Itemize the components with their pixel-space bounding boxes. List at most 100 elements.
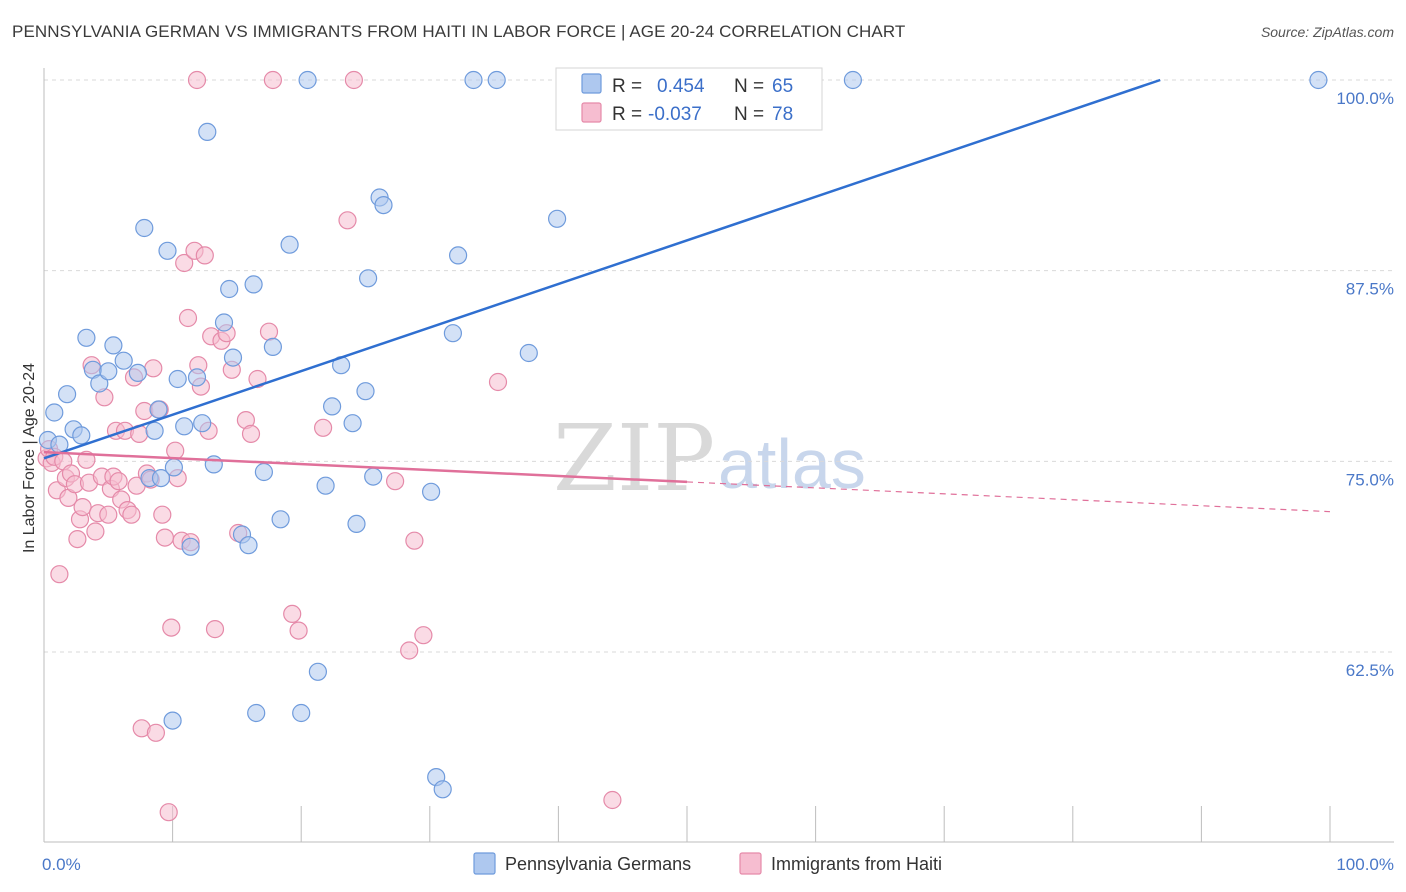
haiti-point-37 [144,359,163,378]
pennsylvania-point-35 [271,510,290,529]
series-haiti-points [37,70,622,822]
pennsylvania-point-62 [163,711,182,730]
series-pennsylvania-points [38,70,1328,799]
grid-lines [44,79,1394,653]
haiti-point-21 [99,505,118,524]
pennsylvania-point-11 [114,351,133,370]
pennsylvania-point-32 [244,275,263,294]
pennsylvania-point-6 [77,328,96,347]
source-credit: Source: ZipAtlas.com [1260,24,1394,40]
pennsylvania-point-18 [158,241,177,260]
series-legend-swatch-pink [739,852,762,875]
haiti-point-75 [603,790,622,810]
y-tick-label-2: 87.5% [1346,280,1394,299]
pennsylvania-point-28 [220,279,239,299]
pennsylvania-point-8 [90,374,109,393]
pennsylvania-point-15 [145,421,164,440]
y-tick-label-3: 100.0% [1336,89,1394,108]
haiti-point-62 [241,424,261,443]
pennsylvania-point-51 [433,780,452,799]
haiti-point-44 [166,441,185,460]
haiti-point-68 [338,211,357,230]
haiti-point-47 [175,253,194,273]
x-tick-label-max: 100.0% [1336,855,1394,874]
legend-n-label-blue: N = [734,76,764,97]
haiti-point-72 [405,531,424,550]
correlation-legend: R = 0.454 N = 65 R = -0.037 N = 78 [555,67,823,131]
pennsylvania-point-38 [298,70,317,90]
pennsylvania-point-46 [364,467,383,486]
y-tick-label-0: 62.5% [1346,661,1394,680]
y-tick-label-1: 75.0% [1346,470,1394,489]
pennsylvania-point-21 [175,417,194,436]
pennsylvania-point-39 [308,662,327,681]
pennsylvania-point-24 [193,414,212,433]
haiti-point-67 [314,418,333,437]
haiti-point-65 [283,604,302,624]
pennsylvania-point-17 [151,469,171,488]
haiti-point-25 [109,472,128,491]
pennsylvania-point-44 [347,514,366,534]
pennsylvania-point-20 [168,369,187,389]
haiti-point-29 [122,505,141,524]
pennsylvania-point-31 [239,536,258,555]
pennsylvania-point-22 [181,537,200,556]
pennsylvania-point-1 [45,403,64,422]
watermark-zip: ZIP [553,405,715,512]
pennsylvania-point-5 [72,426,91,445]
pennsylvania-point-37 [292,703,311,723]
pennsylvania-point-48 [374,196,393,215]
pennsylvania-point-13 [135,218,154,238]
pennsylvania-point-29 [223,348,243,367]
pennsylvania-point-61 [1309,70,1328,90]
pennsylvania-point-34 [263,337,282,356]
haiti-point-74 [488,372,508,392]
series-legend-label-pink: Immigrants from Haiti [771,854,942,874]
pennsylvania-point-52 [443,324,462,343]
haiti-point-77 [263,70,282,90]
trend-lines [43,78,1331,513]
haiti-point-41 [155,528,174,547]
pennsylvania-point-3 [57,385,77,404]
trend-line-haiti-dashed [686,481,1331,513]
pennsylvania-point-27 [214,313,234,332]
pennsylvania-point-54 [464,70,483,90]
pennsylvania-point-64 [356,382,375,401]
pennsylvania-point-9 [99,362,118,381]
haiti-point-73 [414,626,433,645]
trend-line-haiti-solid [43,450,688,484]
haiti-point-5 [50,565,69,584]
legend-swatch-blue [581,73,602,94]
haiti-point-17 [86,522,105,541]
pennsylvania-point-56 [519,343,538,363]
trend-line-pennsylvania [43,78,1161,460]
haiti-point-70 [386,472,405,491]
haiti-point-48 [178,308,198,328]
x-tick-label-min: 0.0% [42,855,81,874]
pennsylvania-point-55 [487,70,506,90]
haiti-point-53 [195,246,214,265]
legend-swatch-pink [581,102,602,123]
series-legend-swatch-blue [473,852,496,875]
pennsylvania-point-63 [247,703,266,723]
pennsylvania-point-60 [843,70,863,90]
pennsylvania-point-53 [449,246,468,265]
haiti-point-64 [259,322,279,341]
series-legend-label-blue: Pennsylvania Germans [505,854,691,874]
haiti-point-38 [146,723,165,742]
haiti-point-69 [344,70,363,90]
pennsylvania-point-33 [254,462,273,482]
pennsylvania-point-19 [164,458,183,477]
pennsylvania-point-16 [149,400,168,419]
haiti-point-40 [153,505,172,524]
pennsylvania-point-49 [422,482,441,501]
haiti-point-13 [73,498,92,517]
watermark-atlas: atlas [718,425,866,503]
y-axis-title: In Labor Force | Age 20-24 [21,363,38,553]
pennsylvania-point-26 [204,455,223,474]
pennsylvania-point-10 [104,336,123,355]
pennsylvania-point-40 [316,476,335,495]
haiti-point-71 [400,641,419,660]
haiti-point-66 [289,621,308,640]
